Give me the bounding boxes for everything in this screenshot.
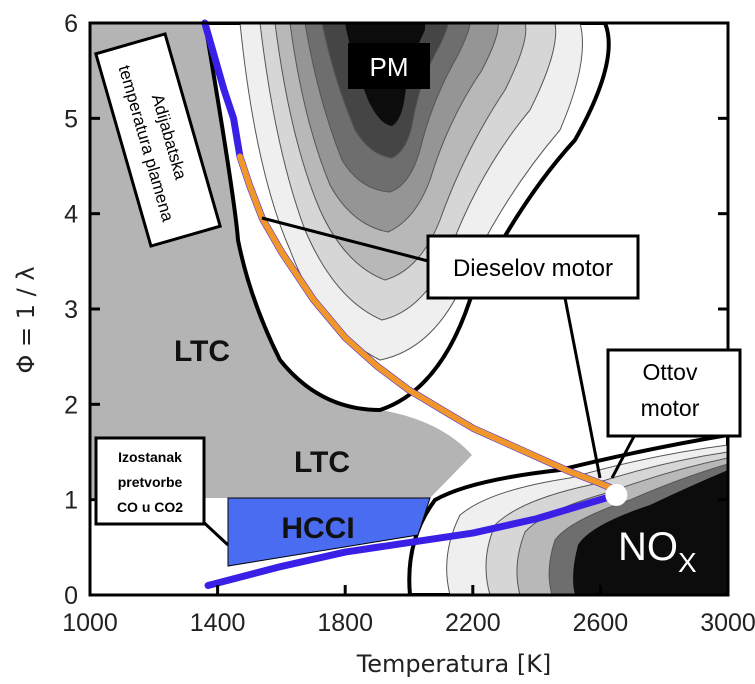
nox-label: NOX bbox=[618, 525, 697, 578]
annotation-dieselov-box bbox=[426, 234, 640, 300]
y-tick-label-4: 4 bbox=[64, 201, 78, 229]
annotation-ottov-line-1: Ottov bbox=[643, 359, 698, 385]
tick-layer: 1000 1400 1800 2200 2600 3000 0 1 2 3 4 5 6 bbox=[62, 10, 755, 637]
annotation-izostanak-line-2: pretvorbe bbox=[118, 474, 183, 490]
series-layer bbox=[201, 19, 628, 589]
dieselov-leader-left bbox=[261, 216, 433, 264]
pm-contours bbox=[202, 23, 611, 413]
x-tick-label-3: 2200 bbox=[445, 609, 501, 637]
x-tick-label-1: 1400 bbox=[190, 609, 246, 637]
pm-label: PM bbox=[370, 52, 409, 82]
annotation-izostanak-line-3: CO u CO2 bbox=[117, 499, 183, 515]
x-tick-label-2: 1800 bbox=[317, 609, 373, 637]
annotation-izostanak: Izostanak pretvorbe CO u CO2 bbox=[94, 436, 206, 526]
y-tick-label-6: 6 bbox=[64, 10, 78, 38]
annotation-izostanak-line-1: Izostanak bbox=[118, 449, 182, 465]
annotation-ottov: Ottov motor bbox=[606, 348, 742, 438]
annotation-dieselov-line-1: Dieselov motor bbox=[453, 255, 613, 282]
annotation-adijabatska: Adijabatska temperatura plamena bbox=[93, 32, 223, 248]
x-tick-label-4: 2600 bbox=[573, 609, 629, 637]
annotation-ottov-line-2: motor bbox=[641, 395, 700, 421]
y-tick-label-0: 0 bbox=[64, 582, 78, 610]
annotation-dieselov: Dieselov motor bbox=[426, 234, 640, 300]
series-line-2 bbox=[204, 491, 620, 589]
pm-label-bg bbox=[348, 43, 430, 89]
y-tick-label-3: 3 bbox=[64, 296, 78, 324]
nox-label-main: NO bbox=[618, 525, 678, 569]
y-tick-label-2: 2 bbox=[64, 391, 78, 419]
ltc-label-upper: LTC bbox=[174, 335, 230, 368]
annotation-adijabatska-box bbox=[93, 32, 223, 248]
y-tick-label-5: 5 bbox=[64, 105, 78, 133]
annotation-izostanak-box bbox=[94, 436, 206, 526]
dieselov-leader-right bbox=[563, 297, 602, 479]
nox-label-sub: X bbox=[678, 547, 697, 578]
x-tick-label-0: 1000 bbox=[62, 609, 118, 637]
hcci-label: HCCI bbox=[281, 512, 354, 545]
nox-contours bbox=[407, 432, 728, 595]
y-tick-label-1: 1 bbox=[64, 487, 78, 515]
plot-area bbox=[90, 23, 728, 595]
y-axis-label: Φ = 1 / λ bbox=[12, 266, 40, 373]
x-axis-label: Temperatura [K] bbox=[356, 650, 552, 678]
ltc-label-lower: LTC bbox=[294, 446, 350, 479]
annotation-ottov-box bbox=[606, 348, 742, 438]
x-tick-label-5: 3000 bbox=[700, 609, 755, 637]
operating-point bbox=[605, 483, 628, 506]
series-line-1 bbox=[236, 153, 620, 494]
